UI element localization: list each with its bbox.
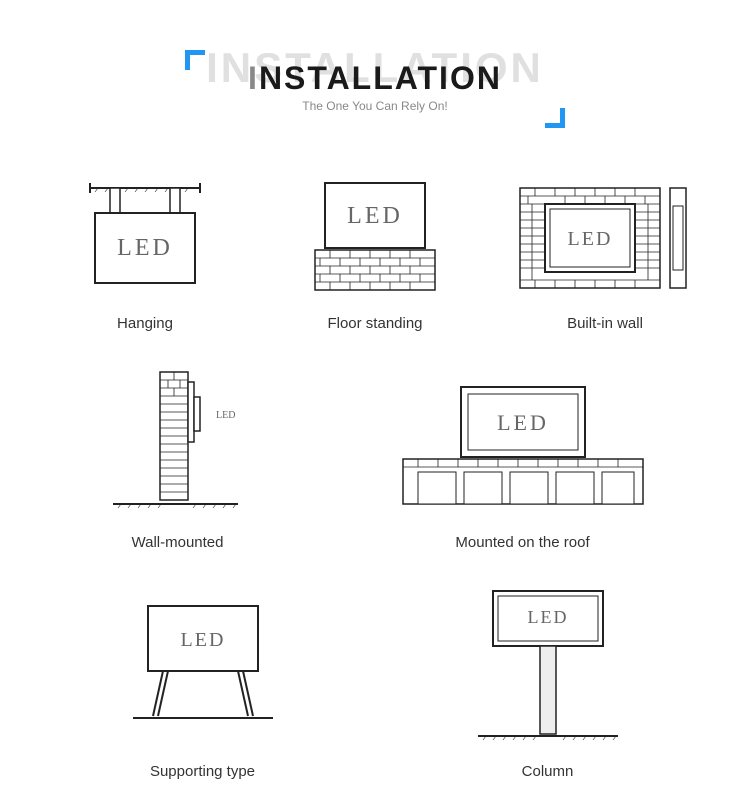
row-2: LED Wall-mounted LED Mounted on the roof: [0, 362, 750, 581]
item-mounted-on-roof: LED Mounted on the roof: [333, 362, 713, 551]
header: INSTALLATION INSTALLATION The One You Ca…: [0, 40, 750, 133]
row-1: LED Hanging LED Floor standing: [0, 173, 750, 362]
svg-text:LED: LED: [180, 629, 225, 651]
svg-text:LED: LED: [568, 228, 613, 250]
mounted-on-roof-label: Mounted on the roof: [333, 534, 713, 551]
subtitle: The One You Can Rely On!: [0, 99, 750, 113]
title-rest: NSTALLATION: [259, 60, 502, 96]
mounted-on-roof-icon: LED: [383, 362, 663, 522]
hanging-label: Hanging: [35, 315, 255, 332]
wall-mounted-icon: LED: [98, 362, 258, 522]
supporting-type-label: Supporting type: [43, 763, 363, 780]
svg-text:LED: LED: [497, 410, 549, 435]
item-built-in-wall: LED Built-in wall: [495, 173, 715, 332]
item-floor-standing: LED Floor standing: [265, 173, 485, 332]
column-label: Column: [388, 763, 708, 780]
built-in-wall-icon: LED: [510, 173, 700, 303]
built-in-wall-label: Built-in wall: [495, 315, 715, 332]
svg-text:LED: LED: [216, 410, 235, 421]
title-accent-letter: I: [248, 60, 259, 96]
floor-standing-icon: LED: [300, 173, 450, 303]
hanging-icon: LED: [70, 173, 220, 303]
item-supporting-type: LED Supporting type: [43, 581, 363, 780]
floor-standing-label: Floor standing: [265, 315, 485, 332]
title-foreground: INSTALLATION: [0, 60, 750, 97]
item-wall-mounted: LED Wall-mounted: [38, 362, 318, 551]
svg-text:LED: LED: [117, 235, 173, 261]
item-hanging: LED Hanging: [35, 173, 255, 332]
wall-mounted-label: Wall-mounted: [38, 534, 318, 551]
svg-text:LED: LED: [527, 607, 568, 627]
column-icon: LED: [448, 581, 648, 751]
svg-text:LED: LED: [347, 203, 403, 229]
row-3: LED Supporting type LED Column: [0, 581, 750, 810]
supporting-type-icon: LED: [103, 581, 303, 751]
item-column: LED Column: [388, 581, 708, 780]
